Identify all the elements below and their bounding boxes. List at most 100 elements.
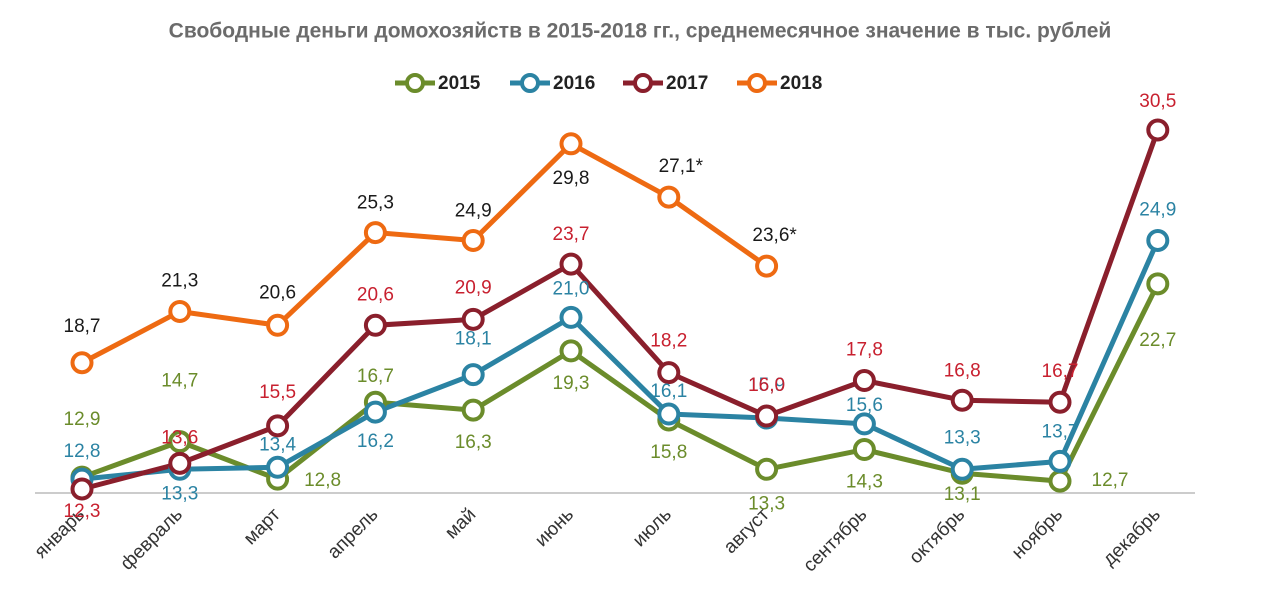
legend-label: 2015	[438, 73, 481, 94]
legend-marker	[747, 73, 767, 93]
data-label: 25,3	[357, 193, 394, 214]
point	[70, 351, 94, 375]
data-label: 17,8	[846, 340, 883, 361]
point	[852, 438, 876, 462]
point	[657, 361, 681, 385]
point	[266, 313, 290, 337]
legend-marker	[405, 73, 425, 93]
point	[461, 363, 485, 387]
data-label: 22,7	[1139, 330, 1176, 351]
chart-title: Свободные деньги домохозяйств в 2015-201…	[169, 20, 1112, 43]
series-line	[81, 129, 1161, 492]
legend-marker	[633, 73, 653, 93]
series-line	[81, 282, 1161, 484]
point	[559, 305, 583, 329]
point	[1146, 118, 1170, 142]
data-label: 16,3	[455, 432, 492, 453]
x-tick-label: июнь	[531, 504, 578, 551]
data-label: 30,5	[1139, 91, 1176, 112]
data-label: 13,7	[1042, 421, 1079, 442]
point	[168, 451, 192, 475]
data-label: 14,3	[846, 472, 883, 493]
point	[559, 252, 583, 276]
x-tick-label: декабрь	[1099, 504, 1165, 570]
data-label: 12,8	[64, 441, 101, 462]
data-label: 21,3	[161, 270, 198, 291]
data-label: 15,6	[846, 395, 883, 416]
point	[852, 412, 876, 436]
data-label: 14,7	[161, 371, 198, 392]
data-label: 18,2	[650, 331, 687, 352]
point	[363, 400, 387, 424]
point	[755, 404, 779, 428]
point	[168, 430, 192, 454]
data-label: 13,3	[748, 493, 785, 514]
data-label: 20,6	[259, 282, 296, 303]
legend-label: 2017	[666, 73, 708, 94]
data-label: 12,3	[64, 501, 101, 522]
data-label: 13,6	[161, 427, 198, 448]
data-label: 24,9	[455, 200, 492, 221]
data-label: 13,3	[161, 483, 198, 504]
point	[363, 313, 387, 337]
x-tick-label: май	[441, 504, 480, 543]
data-label: 19,3	[553, 373, 590, 394]
data-label: 18,7	[64, 316, 101, 337]
point	[657, 402, 681, 426]
point	[1146, 228, 1170, 252]
point	[950, 388, 974, 412]
data-label: 13,1	[944, 484, 981, 505]
data-label: 24,9	[1139, 199, 1176, 220]
data-label: 12,8	[304, 470, 341, 491]
data-label: 21,0	[553, 278, 590, 299]
point	[559, 339, 583, 363]
legend-label: 2016	[553, 73, 595, 94]
point	[950, 457, 974, 481]
x-tick-label: февраль	[117, 504, 187, 574]
data-label: 13,4	[259, 434, 296, 455]
point	[461, 307, 485, 331]
point	[559, 132, 583, 156]
data-label: 20,9	[455, 277, 492, 298]
x-tick-label: ноябрь	[1008, 504, 1067, 563]
data-label: 15,5	[259, 382, 296, 403]
point	[1048, 449, 1072, 473]
point	[1146, 272, 1170, 296]
data-label: 16,7	[1042, 361, 1079, 382]
point	[266, 414, 290, 438]
series-line	[81, 239, 1161, 482]
data-label: 13,3	[944, 427, 981, 448]
point	[1048, 390, 1072, 414]
data-label: 15,8	[650, 442, 687, 463]
legend-marker	[520, 73, 540, 93]
data-label: 16,2	[357, 431, 394, 452]
point	[168, 299, 192, 323]
x-tick-label: октябрь	[905, 504, 969, 568]
series-line	[80, 141, 769, 365]
data-label: 16,7	[357, 366, 394, 387]
x-tick-label: июль	[629, 504, 676, 551]
data-label: 16,0	[748, 375, 785, 396]
data-label: 29,8	[553, 168, 590, 189]
data-label: 23,7	[553, 224, 590, 245]
point	[755, 457, 779, 481]
point	[266, 455, 290, 479]
data-label: 20,6	[357, 284, 394, 305]
data-label: 16,1	[650, 381, 687, 402]
point	[70, 477, 94, 501]
x-tick-label: апрель	[324, 504, 383, 563]
x-tick-label: март	[240, 504, 285, 549]
x-tick-label: сентябрь	[799, 504, 871, 576]
point	[461, 398, 485, 422]
point	[363, 221, 387, 245]
point	[755, 254, 779, 278]
legend-label: 2018	[780, 73, 822, 94]
point	[1048, 469, 1072, 493]
data-label: 18,1	[455, 329, 492, 350]
data-label: 16,8	[944, 360, 981, 381]
data-label: 15,9	[748, 375, 785, 396]
data-label: 12,9	[64, 409, 101, 430]
data-label: 12,7	[1092, 470, 1129, 491]
data-label: 23,6*	[752, 225, 797, 246]
